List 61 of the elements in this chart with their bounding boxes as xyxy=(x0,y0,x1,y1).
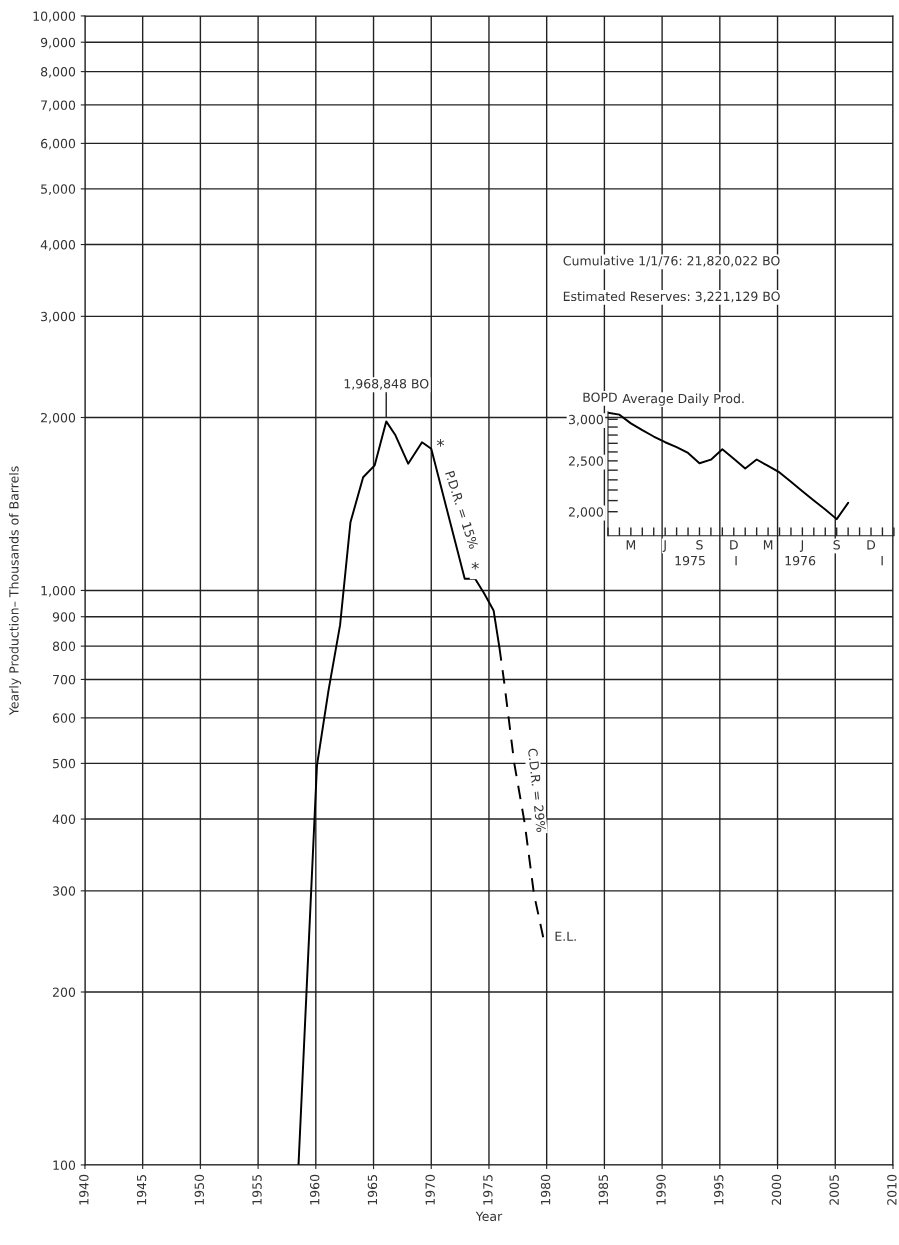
y-tick-label: 9,000 xyxy=(40,37,76,49)
annotation: 1975 xyxy=(675,555,705,566)
y-tick-label: 6,000 xyxy=(41,138,76,150)
annotation: 1976 xyxy=(785,555,816,566)
x-tick-label: 1990 xyxy=(656,1174,666,1205)
y-tick-label: 2,500 xyxy=(568,456,603,468)
x-tick-label: 2010 xyxy=(887,1174,897,1205)
y-tick-label: 3,000 xyxy=(41,311,76,323)
x-tick-label: 1945 xyxy=(136,1175,147,1205)
x-tick-label: S xyxy=(833,540,840,550)
y-tick-label: 900 xyxy=(52,612,76,622)
annotation: P.D.R. = 15% xyxy=(445,470,479,550)
x-tick-label: 2005 xyxy=(829,1175,839,1205)
y-tick-label: 2,000 xyxy=(568,507,603,518)
annotation: C.D.R. = 29% xyxy=(527,748,546,833)
x-tick-label: 2000 xyxy=(771,1174,782,1205)
x-axis-title: Year xyxy=(475,1211,503,1222)
x-tick-label: 1955 xyxy=(252,1175,262,1205)
y-tick-label: 1,000 xyxy=(41,585,76,597)
x-tick-label: M xyxy=(626,540,636,550)
x-tick-label: J xyxy=(662,540,666,552)
y-tick-label: 8,000 xyxy=(40,67,76,78)
x-tick-label: J xyxy=(799,540,804,552)
x-tick-label: 1940 xyxy=(79,1174,89,1205)
annotation: * xyxy=(471,561,479,570)
y-tick-label: 400 xyxy=(52,814,76,824)
x-tick-label: 1970 xyxy=(425,1174,435,1205)
annotation: I xyxy=(735,556,737,566)
y-tick-label: 5,000 xyxy=(41,184,76,196)
y-axis-title: BOPD xyxy=(583,392,617,402)
y-tick-label: 700 xyxy=(53,674,76,685)
y-tick-label: 3,000 xyxy=(568,414,603,426)
y-tick-label: 600 xyxy=(52,713,76,723)
y-tick-label: 10,000 xyxy=(33,11,76,23)
annotation: 1,968,848 BO xyxy=(344,378,429,390)
y-tick-label: 7,000 xyxy=(41,100,76,112)
x-tick-label: D xyxy=(730,540,738,550)
y-tick-label: 200 xyxy=(52,987,76,997)
x-tick-label: 1975 xyxy=(483,1175,493,1205)
y-axis-title: Yearly Production– Thousands of Barrels xyxy=(8,466,22,716)
y-tick-label: 4,000 xyxy=(40,240,76,251)
y-tick-label: 2,000 xyxy=(41,412,76,424)
y-tick-label: 500 xyxy=(53,758,76,769)
x-tick-label: 1965 xyxy=(367,1175,378,1205)
x-tick-label: 1950 xyxy=(194,1174,205,1205)
x-tick-label: D xyxy=(867,540,876,550)
y-tick-label: 300 xyxy=(53,886,76,896)
x-tick-label: 1960 xyxy=(309,1174,320,1205)
annotation: Cumulative 1/1/76: 21,820,022 BO xyxy=(563,255,780,267)
y-tick-label: 800 xyxy=(52,641,76,652)
annotation: I xyxy=(881,556,883,566)
x-tick-label: 1995 xyxy=(714,1175,724,1205)
x-tick-label: 1980 xyxy=(540,1174,551,1205)
annotation: Estimated Reserves: 3,221,129 BO xyxy=(563,291,780,303)
y-tick-label: 100 xyxy=(53,1160,76,1170)
x-tick-label: 1985 xyxy=(598,1175,609,1205)
annotation: E.L. xyxy=(555,931,576,941)
chart-title: Average Daily Prod. xyxy=(622,393,744,406)
annotation: * xyxy=(436,439,445,447)
x-tick-label: M xyxy=(763,540,773,550)
x-tick-label: S xyxy=(696,540,703,550)
